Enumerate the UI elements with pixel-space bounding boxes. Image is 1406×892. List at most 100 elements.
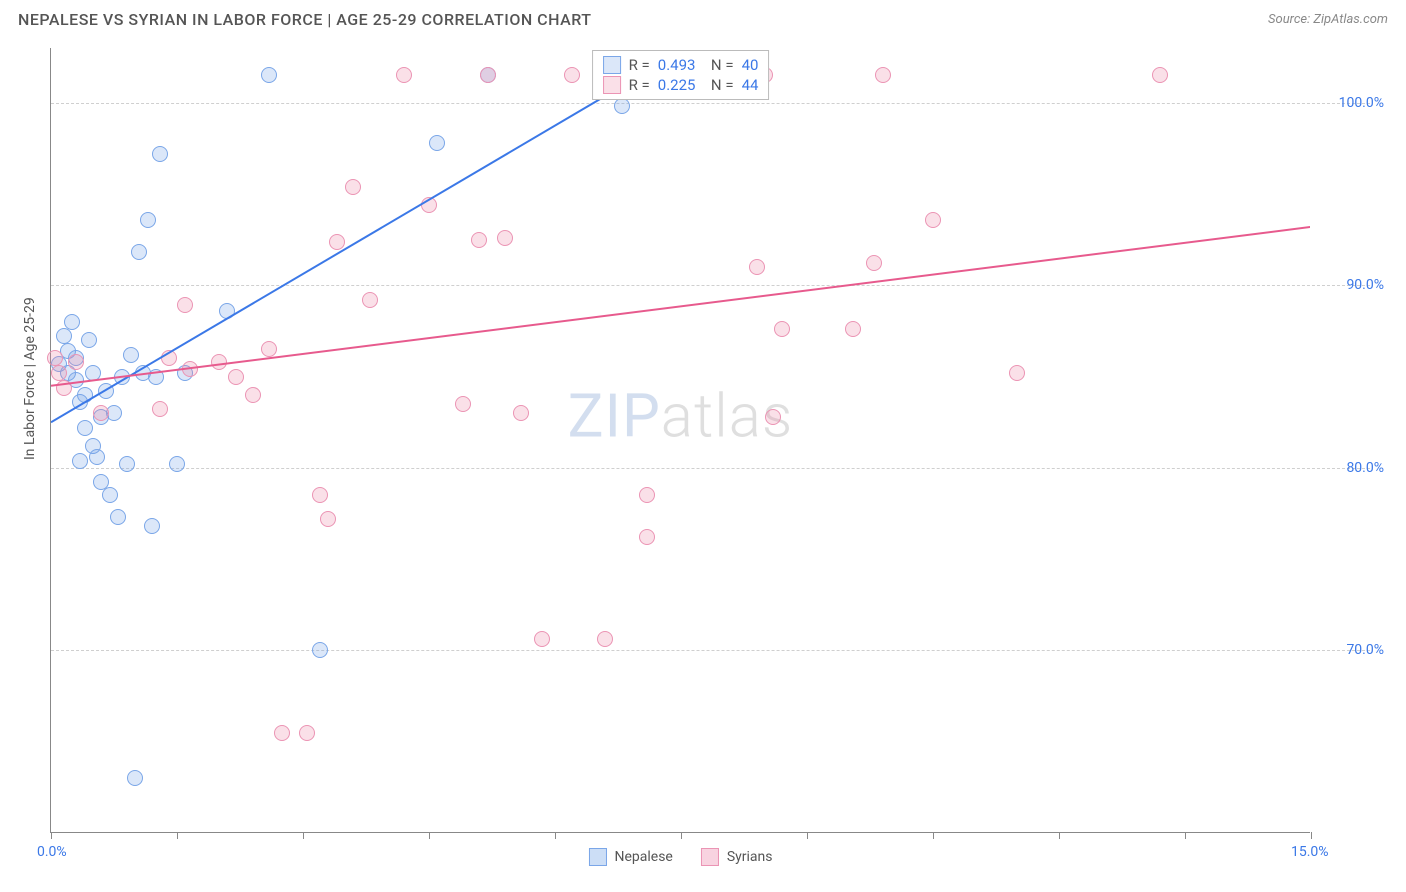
scatter-point [148, 369, 164, 385]
scatter-point [93, 405, 109, 421]
legend-n-label: N = [703, 76, 733, 94]
legend-item: Nepalese [588, 848, 672, 866]
scatter-point [123, 347, 139, 363]
x-tick [1059, 832, 1060, 839]
scatter-point [182, 361, 198, 377]
y-tick-label: 100.0% [1320, 95, 1384, 111]
scatter-point [421, 197, 437, 213]
x-tick [429, 832, 430, 839]
y-tick-label: 90.0% [1320, 277, 1384, 293]
scatter-point [89, 449, 105, 465]
scatter-point [102, 487, 118, 503]
scatter-point [119, 456, 135, 472]
scatter-point [320, 511, 336, 527]
scatter-point [56, 328, 72, 344]
scatter-point [455, 396, 471, 412]
x-tick [177, 832, 178, 839]
scatter-point [245, 387, 261, 403]
scatter-point [152, 146, 168, 162]
legend-row: R = 0.225 N = 44 [603, 75, 759, 95]
gridline [51, 285, 1370, 286]
legend-swatch [603, 56, 621, 74]
x-tick [933, 832, 934, 839]
legend-n-value: 40 [742, 56, 759, 74]
scatter-point [1152, 67, 1168, 83]
scatter-point [925, 212, 941, 228]
trend-line [51, 227, 1310, 386]
scatter-point [429, 135, 445, 151]
legend-r-label: R = [629, 76, 650, 94]
scatter-point [77, 387, 93, 403]
scatter-point [564, 67, 580, 83]
watermark-zip: ZIP [568, 381, 661, 452]
gridline [51, 468, 1370, 469]
scatter-point [749, 259, 765, 275]
legend-swatch [588, 848, 606, 866]
scatter-point [211, 354, 227, 370]
legend-n-label: N = [703, 56, 733, 74]
scatter-point [68, 354, 84, 370]
y-axis-title: In Labor Force | Age 25-29 [22, 297, 38, 460]
scatter-point [329, 234, 345, 250]
chart-area: In Labor Force | Age 25-29 ZIPatlas 70.0… [0, 40, 1406, 892]
scatter-point [261, 67, 277, 83]
x-tick [807, 832, 808, 839]
chart-title: NEPALESE VS SYRIAN IN LABOR FORCE | AGE … [18, 10, 592, 29]
legend-n-value: 44 [742, 76, 759, 94]
scatter-point [144, 518, 160, 534]
legend-label: Syrians [727, 849, 773, 865]
scatter-point [614, 98, 630, 114]
scatter-point [114, 369, 130, 385]
x-tick [51, 832, 52, 839]
source-attribution: Source: ZipAtlas.com [1268, 12, 1388, 27]
scatter-point [77, 420, 93, 436]
scatter-point [98, 383, 114, 399]
legend-row: R = 0.493 N = 40 [603, 55, 759, 75]
scatter-point [72, 453, 88, 469]
scatter-point [345, 179, 361, 195]
gridline [51, 650, 1370, 651]
scatter-point [219, 303, 235, 319]
x-tick-label: 0.0% [37, 844, 67, 860]
scatter-point [131, 244, 147, 260]
y-tick-label: 70.0% [1320, 642, 1384, 658]
legend-r-value: 0.225 [658, 76, 696, 94]
scatter-point [161, 350, 177, 366]
x-tick [303, 832, 304, 839]
trendlines [51, 48, 1310, 832]
scatter-point [513, 405, 529, 421]
x-tick-label: 15.0% [1291, 844, 1329, 860]
scatter-point [765, 409, 781, 425]
scatter-point [81, 332, 97, 348]
scatter-point [110, 509, 126, 525]
scatter-point [169, 456, 185, 472]
scatter-point [56, 380, 72, 396]
scatter-point [875, 67, 891, 83]
scatter-point [47, 350, 63, 366]
x-tick [681, 832, 682, 839]
scatter-point [597, 631, 613, 647]
scatter-point [497, 230, 513, 246]
scatter-point [845, 321, 861, 337]
scatter-point [396, 67, 412, 83]
scatter-point [64, 314, 80, 330]
correlation-legend: R = 0.493 N = 40R = 0.225 N = 44 [592, 50, 770, 100]
scatter-point [1009, 365, 1025, 381]
legend-swatch [603, 76, 621, 94]
x-tick [1311, 832, 1312, 839]
scatter-point [639, 529, 655, 545]
scatter-point [480, 67, 496, 83]
x-tick [1185, 832, 1186, 839]
scatter-point [85, 365, 101, 381]
scatter-point [177, 297, 193, 313]
legend-r-value: 0.493 [658, 56, 696, 74]
legend-r-label: R = [629, 56, 650, 74]
legend-item: Syrians [701, 848, 773, 866]
scatter-point [312, 487, 328, 503]
x-tick [555, 832, 556, 839]
scatter-point [299, 725, 315, 741]
scatter-point [51, 365, 67, 381]
scatter-point [471, 232, 487, 248]
series-legend: Nepalese Syrians [588, 848, 772, 866]
scatter-point [274, 725, 290, 741]
